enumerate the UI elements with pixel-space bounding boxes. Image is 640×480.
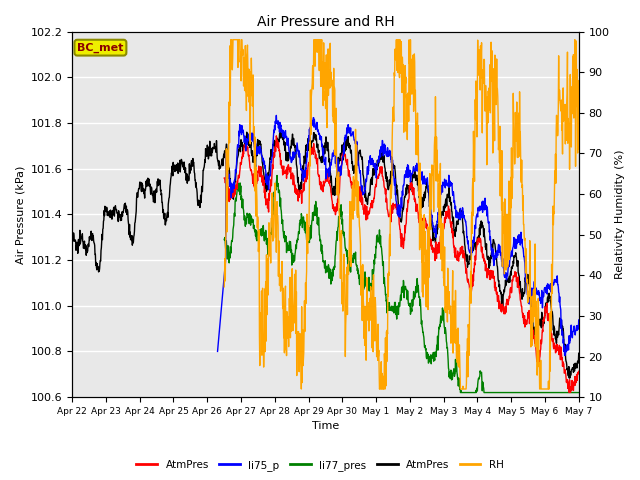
X-axis label: Time: Time — [312, 421, 339, 432]
Text: BC_met: BC_met — [77, 43, 124, 53]
Legend: AtmPres, li75_p, li77_pres, AtmPres, RH: AtmPres, li75_p, li77_pres, AtmPres, RH — [132, 456, 508, 475]
Title: Air Pressure and RH: Air Pressure and RH — [257, 15, 394, 29]
Y-axis label: Relativity Humidity (%): Relativity Humidity (%) — [615, 150, 625, 279]
Y-axis label: Air Pressure (kPa): Air Pressure (kPa) — [15, 165, 25, 264]
